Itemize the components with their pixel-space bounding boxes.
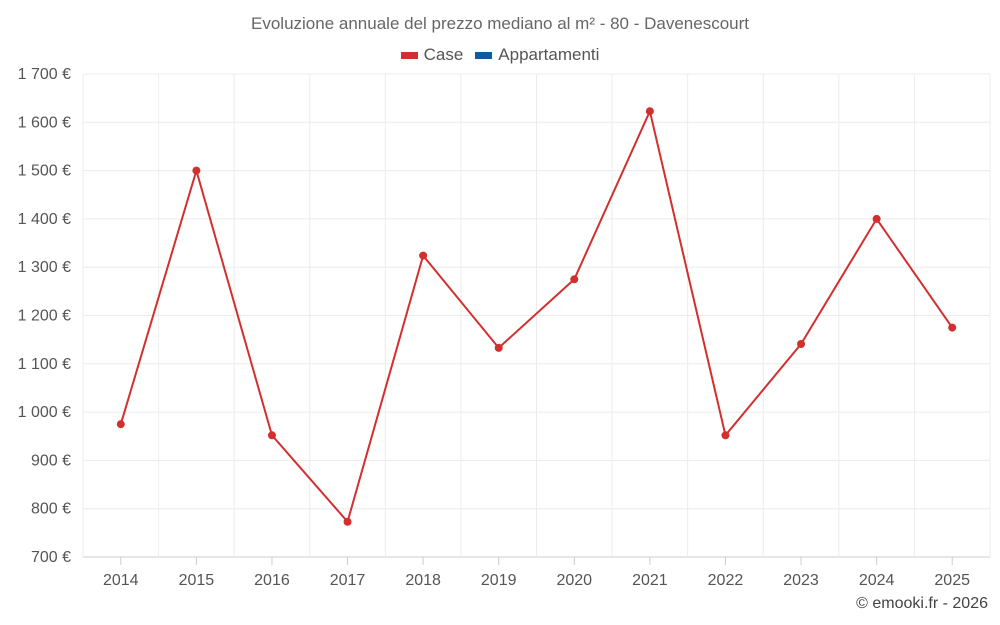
y-tick-label: 700 €	[31, 549, 71, 566]
data-point	[721, 431, 730, 440]
x-tick-label: 2015	[179, 572, 215, 589]
chart-title: Evoluzione annuale del prezzo mediano al…	[251, 14, 749, 33]
x-tick-label: 2025	[934, 572, 970, 589]
data-point	[343, 517, 352, 526]
data-point	[645, 107, 654, 116]
y-tick-label: 1 300 €	[18, 259, 71, 276]
series-line-0	[119, 108, 954, 524]
legend-label-case: Case	[423, 45, 464, 64]
legend-swatch-case	[400, 51, 418, 59]
x-tick-label: 2014	[103, 572, 139, 589]
legend-label-appartamenti: Appartamenti	[498, 45, 600, 64]
y-tick-label: 900 €	[31, 452, 71, 469]
x-tick-label: 2020	[556, 572, 592, 589]
data-point	[419, 251, 428, 260]
data-point	[116, 420, 125, 429]
y-tick-label: 800 €	[31, 501, 71, 518]
x-tick-label: 2016	[254, 572, 290, 589]
data-point	[570, 275, 579, 284]
legend-item-appartamenti[interactable]: Appartamenti	[475, 45, 599, 65]
credit-text: © emooki.fr - 2026	[856, 595, 988, 612]
legend-item-case[interactable]: Case	[400, 45, 464, 65]
x-tick-label: 2021	[632, 572, 668, 589]
y-tick-label: 1 500 €	[18, 163, 71, 180]
data-point	[494, 343, 503, 352]
y-tick-label: 1 100 €	[18, 356, 71, 373]
x-tick-label: 2018	[405, 572, 441, 589]
legend-swatch-appartamenti	[475, 51, 493, 59]
legend: Case Appartamenti	[0, 45, 1000, 65]
x-tick-label: 2017	[330, 572, 366, 589]
x-tick-label: 2022	[708, 572, 744, 589]
x-tick-label: 2023	[783, 572, 819, 589]
data-point	[872, 214, 881, 223]
y-tick-label: 1 200 €	[18, 308, 71, 325]
y-tick-label: 1 700 €	[18, 66, 71, 83]
data-point	[192, 166, 201, 175]
data-point	[948, 323, 957, 332]
x-tick-label: 2019	[481, 572, 517, 589]
data-point	[267, 431, 276, 440]
y-tick-label: 1 400 €	[18, 211, 71, 228]
data-point	[797, 339, 806, 348]
x-tick-label: 2024	[859, 572, 895, 589]
y-tick-label: 1 600 €	[18, 114, 71, 131]
y-tick-label: 1 000 €	[18, 404, 71, 421]
